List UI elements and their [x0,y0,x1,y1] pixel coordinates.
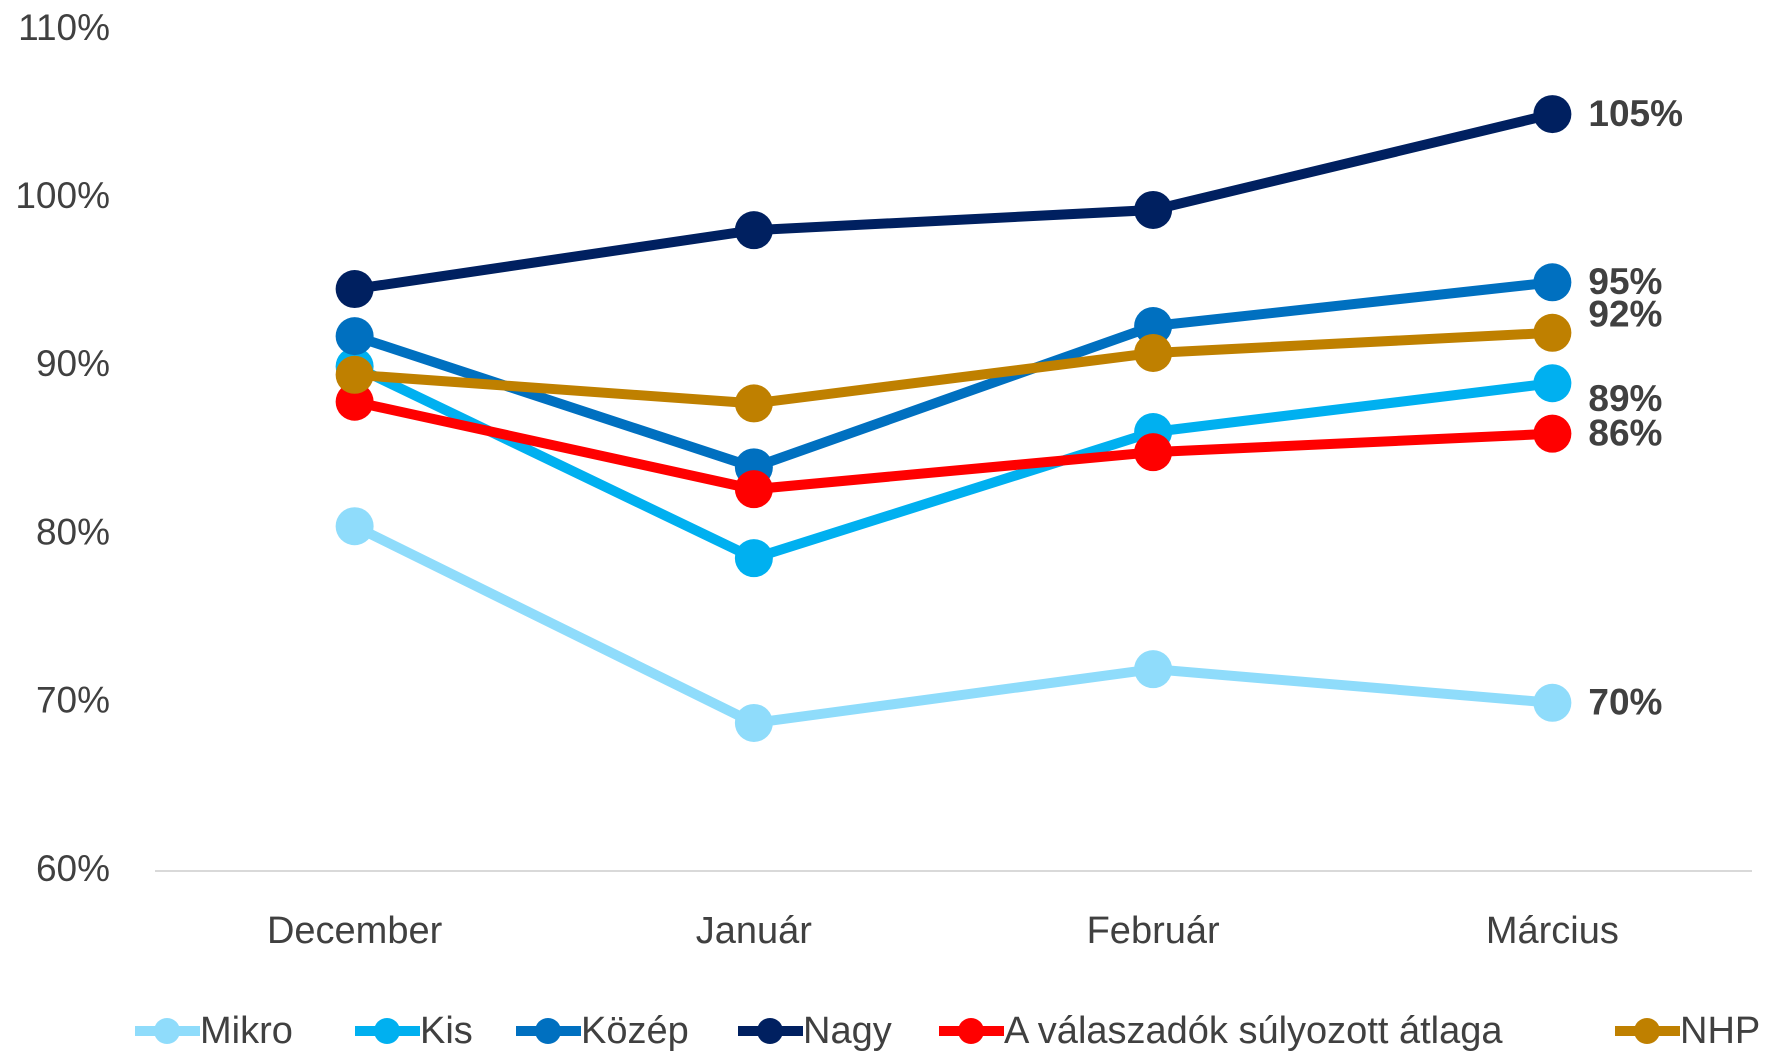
x-tick-label: Február [1087,910,1220,952]
point [1533,414,1572,453]
x-tick-label: December [267,910,443,952]
point [734,384,773,423]
series-line [352,521,1553,728]
point [1533,313,1572,352]
legend-label: Mikro [200,1010,293,1052]
y-tick-label: 60% [36,848,110,889]
data-label: 95% [1588,261,1662,302]
point [335,270,374,309]
legend-marker [757,1018,783,1044]
legend-marker [958,1018,984,1044]
data-label: 89% [1588,378,1662,419]
y-tick-label: 70% [36,680,110,721]
point [1533,683,1572,722]
legend-label: Nagy [803,1010,892,1052]
point [1134,433,1173,472]
point [1533,263,1572,302]
point [734,470,773,509]
legend-label: Kis [420,1010,473,1052]
data-label: 86% [1588,412,1662,453]
series-line [353,396,1553,495]
point [1134,333,1173,372]
point [335,355,374,394]
legend-marker [154,1018,180,1044]
point [335,317,374,356]
legend-label: A válaszadók súlyozott átlaga [1004,1010,1503,1052]
y-tick-label: 90% [36,343,110,384]
series-line [352,361,1553,564]
point [734,211,773,250]
x-tick-label: Január [696,910,813,952]
data-label: 105% [1588,93,1683,134]
point [734,703,773,742]
series-line [353,109,1554,294]
series-line [353,277,1553,473]
series-line [354,327,1553,409]
y-tick-label: 100% [15,175,110,216]
data-label: 70% [1588,682,1662,723]
legend-label: Közép [581,1010,689,1052]
point [1533,95,1572,134]
point [1134,650,1173,689]
data-label: 92% [1588,294,1662,335]
y-tick-label: 110% [18,7,110,48]
point [1134,307,1173,346]
legend-label: NHP [1680,1010,1760,1052]
point [1134,190,1173,229]
legend-marker [535,1018,561,1044]
point [1533,364,1572,403]
y-tick-label: 80% [36,511,110,552]
legend-marker [1634,1018,1660,1044]
point [335,382,374,421]
point [335,507,374,546]
legend-marker [374,1018,400,1044]
point [734,539,773,578]
x-tick-label: Március [1486,910,1619,952]
